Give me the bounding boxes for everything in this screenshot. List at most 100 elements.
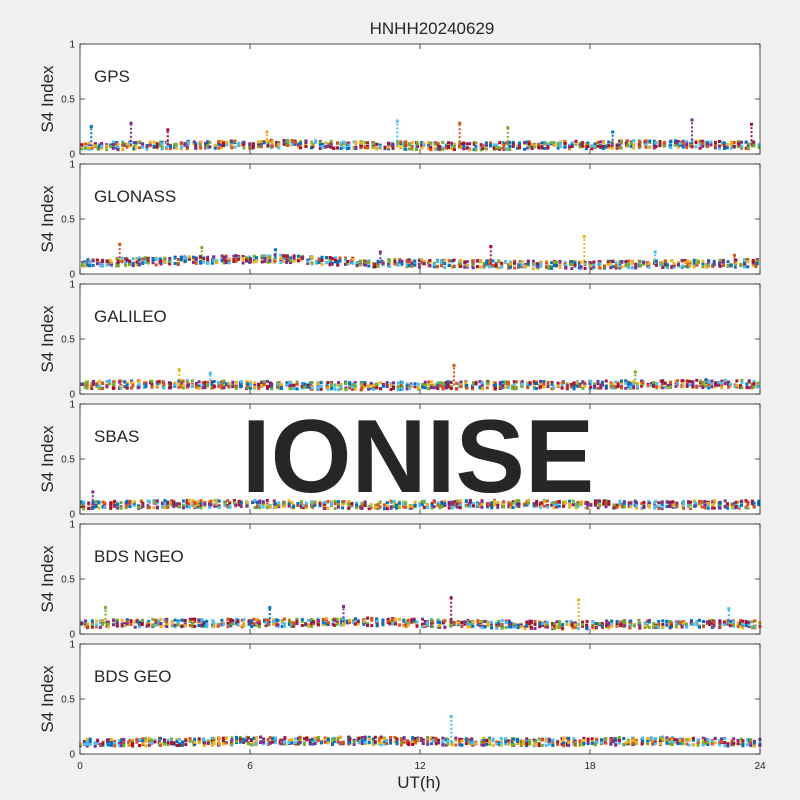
- data-point: [712, 506, 716, 510]
- data-point: [137, 506, 141, 509]
- data-point: [578, 382, 582, 386]
- data-point: [740, 379, 744, 383]
- data-point: [723, 141, 726, 145]
- data-point: [344, 388, 348, 392]
- data-point: [706, 142, 710, 146]
- data-point: [661, 619, 665, 623]
- data-point: [700, 500, 704, 504]
- data-point: [726, 504, 729, 508]
- data-point: [128, 499, 132, 503]
- data-point: [733, 384, 737, 388]
- data-point: [465, 264, 469, 267]
- data-point: [85, 742, 89, 746]
- data-point: [527, 142, 531, 146]
- data-point: [250, 739, 253, 743]
- data-point: [385, 501, 389, 505]
- data-point: [710, 626, 714, 629]
- data-point: [452, 258, 456, 262]
- data-point: [91, 380, 95, 384]
- data-point: [440, 504, 444, 508]
- data-point: [351, 383, 354, 387]
- data-point: [465, 142, 469, 146]
- data-point: [632, 146, 636, 150]
- data-point: [351, 386, 354, 389]
- data-point: [200, 618, 204, 622]
- data-point: [157, 380, 161, 384]
- data-point: [629, 621, 633, 625]
- y-tick-label: 0.5: [61, 575, 75, 586]
- data-point: [336, 146, 339, 150]
- data-point: [373, 740, 377, 744]
- data-point: [197, 737, 201, 741]
- data-point: [95, 382, 99, 386]
- data-point: [648, 504, 651, 507]
- data-point: [571, 499, 575, 503]
- spike-point: [577, 598, 581, 602]
- data-point: [677, 262, 680, 266]
- data-point: [589, 385, 593, 389]
- data-point: [323, 736, 327, 740]
- data-point: [750, 144, 754, 148]
- data-point: [266, 257, 270, 261]
- data-point: [323, 740, 327, 744]
- data-point: [402, 618, 406, 622]
- data-point: [222, 255, 226, 259]
- data-point: [217, 499, 221, 503]
- data-point: [393, 262, 397, 266]
- data-point: [283, 736, 287, 740]
- data-point: [609, 261, 613, 265]
- data-point: [352, 140, 356, 144]
- data-point: [447, 503, 451, 507]
- data-point: [115, 624, 119, 628]
- data-point: [360, 507, 364, 511]
- data-point: [422, 262, 426, 266]
- data-point: [317, 258, 321, 262]
- data-point: [444, 146, 448, 150]
- data-point: [525, 620, 529, 624]
- data-point: [273, 741, 277, 745]
- data-point: [363, 140, 367, 144]
- data-point: [527, 145, 531, 149]
- data-point: [213, 499, 217, 503]
- data-point: [255, 501, 259, 505]
- data-point: [257, 384, 261, 388]
- data-point: [601, 144, 605, 148]
- data-point: [615, 620, 619, 623]
- data-point: [599, 140, 603, 144]
- data-point: [283, 504, 287, 508]
- data-point: [230, 738, 234, 742]
- data-point: [593, 384, 597, 388]
- data-point: [227, 261, 231, 265]
- data-point: [163, 256, 167, 260]
- data-point: [432, 383, 436, 387]
- data-point: [714, 381, 718, 385]
- data-point: [109, 506, 113, 510]
- data-point: [247, 255, 251, 259]
- data-point: [508, 140, 512, 144]
- data-point: [275, 140, 279, 144]
- data-point: [692, 263, 696, 267]
- data-point: [546, 142, 550, 146]
- data-point: [537, 144, 541, 148]
- data-point: [614, 264, 618, 268]
- data-point: [163, 260, 167, 264]
- data-point: [342, 145, 346, 149]
- data-point: [299, 500, 303, 504]
- data-point: [87, 507, 91, 511]
- data-point: [593, 386, 597, 390]
- data-point: [316, 619, 320, 622]
- data-point: [564, 263, 568, 267]
- data-point: [592, 265, 596, 268]
- y-tick-label: 0: [69, 390, 75, 401]
- data-point: [184, 739, 188, 743]
- data-point: [235, 740, 238, 743]
- data-point: [509, 503, 513, 507]
- data-point: [611, 265, 615, 269]
- data-point: [681, 382, 685, 385]
- data-point: [347, 500, 351, 504]
- data-point: [259, 740, 263, 744]
- data-point: [124, 261, 128, 265]
- data-point: [593, 145, 597, 149]
- data-point: [285, 259, 289, 262]
- data-point: [672, 265, 676, 269]
